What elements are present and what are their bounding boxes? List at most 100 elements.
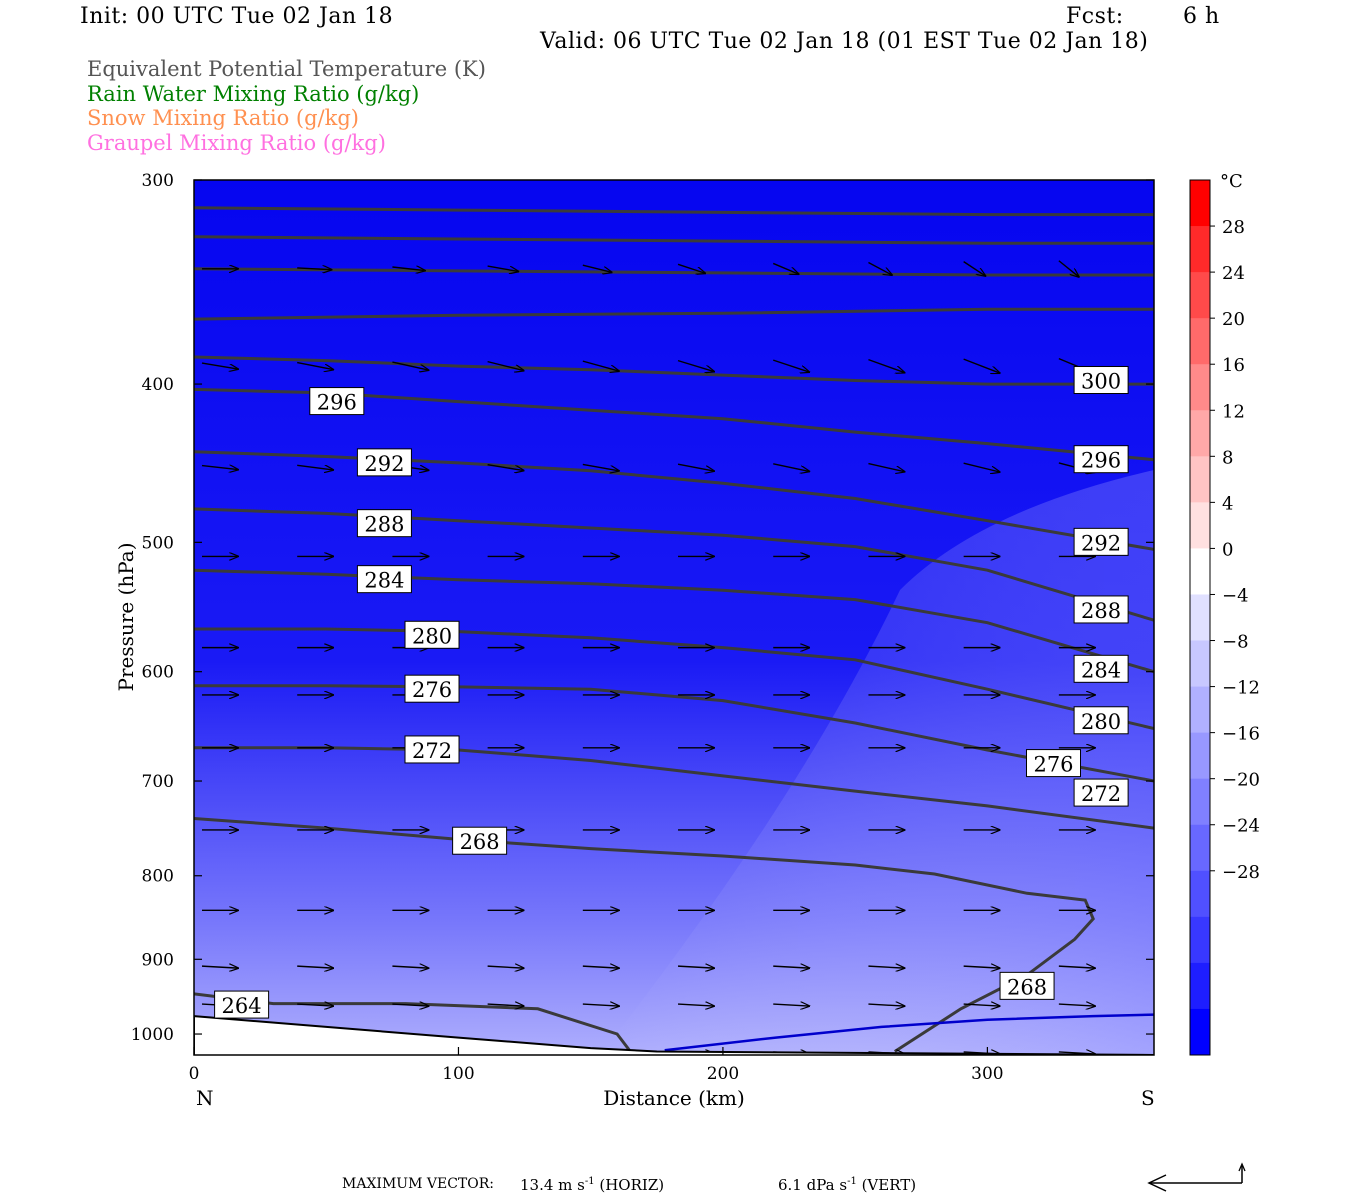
rain-mixing-ratio-contour <box>664 1013 1154 1052</box>
colorbar-swatch <box>1190 686 1210 734</box>
wind-vector <box>392 267 424 271</box>
theta-e-contour-unlabeled-10 <box>194 307 1154 321</box>
wind-vector <box>297 268 331 270</box>
x-tick-label: 0 <box>189 1064 200 1084</box>
y-tick-label: 600 <box>142 663 174 683</box>
theta-e-contour-unlabeled-11 <box>194 267 1154 277</box>
theta-e-contour-300 <box>194 355 1154 386</box>
contour-label-text: 288 <box>1081 599 1121 623</box>
contour-label-text: 284 <box>1081 658 1121 682</box>
colorbar-swatch <box>1190 640 1210 688</box>
wind-vector <box>868 966 904 968</box>
theta-e-contour-unlabeled-12 <box>194 235 1154 245</box>
colorbar-tick-label: 0 <box>1222 539 1233 560</box>
plot-area: 264 268 268 272 272 276 276 280 280 284 284 288 288 2… <box>194 180 1154 1055</box>
colorbar-swatch <box>1190 180 1210 227</box>
x-axis-label: Distance (km) <box>603 1086 745 1110</box>
contour-label-280: 280 <box>404 620 460 649</box>
max-vector-horizontal: 13.4 m s-1 (HORIZ) <box>520 1176 664 1194</box>
y-tick-label: 1000 <box>131 1025 174 1045</box>
contour-label-text: 268 <box>1007 975 1047 999</box>
vert-exponent: -1 <box>847 1176 857 1187</box>
contour-label-272-right: 272 <box>1073 778 1129 807</box>
colorbar-tick-label: −24 <box>1222 816 1260 837</box>
horiz-value: 13.4 m s <box>520 1176 585 1194</box>
wind-vector <box>487 1004 524 1006</box>
legend-theta-e: Equivalent Potential Temperature (K) <box>87 57 486 81</box>
wind-vector <box>297 966 333 968</box>
contour-label-284-right: 284 <box>1073 654 1129 683</box>
legend-rain: Rain Water Mixing Ratio (g/kg) <box>87 82 420 106</box>
wind-vector <box>677 1004 714 1006</box>
contour-label-text: 288 <box>364 513 404 537</box>
wind-vector <box>201 362 238 369</box>
contour-label-box <box>1073 595 1129 624</box>
contour-label-text: 292 <box>364 452 404 476</box>
colorbar-tick-label: 4 <box>1222 493 1233 514</box>
horiz-unit: (HORIZ) <box>594 1176 665 1194</box>
contour-label-box <box>1073 654 1129 683</box>
contour-label-box <box>214 990 270 1019</box>
y-tick-label: 500 <box>142 533 174 553</box>
y-tick-label: 800 <box>142 867 174 887</box>
colorbar-swatch <box>1190 870 1210 918</box>
contour-label-box <box>404 735 460 764</box>
max-vector-label: MAXIMUM VECTOR: <box>342 1176 494 1192</box>
wind-vector <box>773 359 809 372</box>
contour-labels: 264 268 268 272 272 276 276 280 280 284 284 288 288 2… <box>214 366 1129 1019</box>
colorbar-tick-label: −16 <box>1222 724 1260 745</box>
colorbar-swatch <box>1190 502 1210 549</box>
wind-vector <box>582 264 612 272</box>
x-axis-right-label: S <box>1141 1086 1155 1110</box>
temperature-fill-warm-region <box>600 470 1154 1055</box>
wind-vector <box>963 358 1000 373</box>
colorbar-swatch <box>1190 732 1210 780</box>
x-axis-left-label: N <box>196 1086 214 1110</box>
wind-vector <box>582 966 619 968</box>
colorbar-swatch <box>1190 1008 1210 1056</box>
wind-vector <box>963 1004 1000 1006</box>
y-axis-label: Pressure (hPa) <box>114 543 138 692</box>
contour-label-box <box>404 620 460 649</box>
contour-label-text: 264 <box>222 994 262 1018</box>
wind-vector <box>868 462 904 472</box>
colorbar-swatch <box>1190 226 1210 273</box>
contour-label-288-right: 288 <box>1073 595 1129 624</box>
wind-vector <box>487 265 519 271</box>
wind-vector <box>297 1004 333 1006</box>
contour-label-text: 276 <box>412 678 452 702</box>
colorbar-tick-label: −12 <box>1222 678 1260 699</box>
wind-vector <box>487 966 524 968</box>
contour-label-text: 268 <box>460 830 500 854</box>
wind-vector <box>677 463 714 471</box>
contour-label-276-right: 276 <box>1026 749 1082 778</box>
colorbar-tick-label: 8 <box>1222 447 1233 468</box>
colorbar-frame <box>1189 179 1211 1056</box>
wind-vector <box>868 358 904 373</box>
contour-label-284: 284 <box>356 565 412 594</box>
wind-vector <box>773 463 809 472</box>
y-tick-label: 300 <box>142 171 174 191</box>
wind-vector <box>1058 1004 1095 1006</box>
contour-label-box <box>1073 527 1129 556</box>
contour-label-text: 276 <box>1033 753 1073 777</box>
max-vector-vertical: 6.1 dPa s-1 (VERT) <box>778 1176 916 1194</box>
contour-label-268: 268 <box>452 826 508 855</box>
contour-label-box <box>404 674 460 703</box>
colorbar: 28 24 20 16 12 8 4 0 −4 −8 −12 −16 −20 −24 −28 <box>1189 179 1260 1056</box>
contour-label-text: 296 <box>317 391 357 415</box>
terrain <box>194 1015 1154 1055</box>
contour-label-292-right: 292 <box>1073 527 1129 556</box>
colorbar-swatch <box>1190 778 1210 826</box>
theta-e-contour-292 <box>194 450 1154 551</box>
wind-vector <box>963 966 1000 968</box>
x-tick-label: 100 <box>442 1064 474 1084</box>
wind-vector <box>868 261 892 275</box>
colorbar-swatch <box>1190 364 1210 411</box>
x-tick-label: 300 <box>971 1064 1003 1084</box>
wind-vector <box>963 261 986 276</box>
colorbar-tick-label: 16 <box>1222 355 1245 376</box>
contour-label-box <box>1073 706 1129 735</box>
contour-label-text: 280 <box>1081 710 1121 734</box>
wind-vectors <box>201 260 1095 1054</box>
